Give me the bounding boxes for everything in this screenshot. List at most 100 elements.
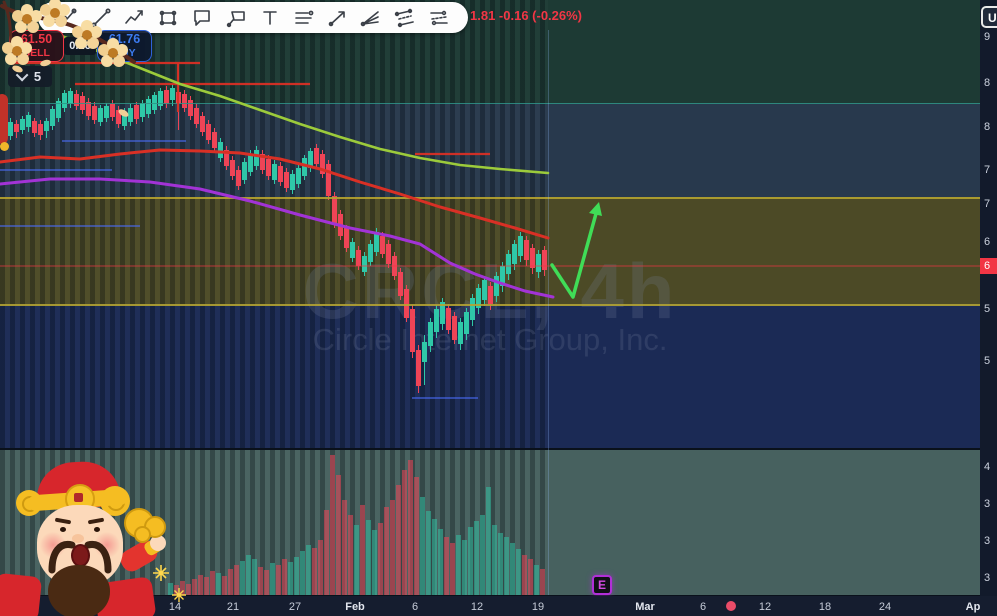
- volume-bar: [240, 561, 245, 595]
- comment-icon[interactable]: [190, 6, 214, 30]
- drawing-toolbar: [38, 2, 468, 33]
- volume-bar: [516, 549, 521, 595]
- time-axis-label: 24: [878, 601, 892, 613]
- fan-lines-icon[interactable]: [359, 6, 383, 30]
- volume-bar: [192, 579, 197, 595]
- volume-bar: [420, 497, 425, 595]
- volume-bar: [498, 533, 503, 595]
- volume-bar: [462, 540, 467, 595]
- candle-body: [32, 121, 37, 133]
- time-axis-label: 21: [226, 601, 240, 613]
- volume-bar: [336, 475, 341, 595]
- price-axis-label: 6: [984, 236, 991, 248]
- volume-bar: [408, 460, 413, 595]
- volume-bar: [348, 515, 353, 595]
- tassel-bead-icon: [0, 142, 9, 151]
- candle-body: [422, 342, 427, 362]
- brush-icon[interactable]: [55, 6, 79, 30]
- candle-body: [470, 298, 475, 320]
- volume-bar: [444, 537, 449, 595]
- volume-bar: [252, 559, 257, 595]
- volume-bar: [486, 487, 491, 595]
- price-zone: [0, 304, 980, 448]
- volume-bar: [288, 562, 293, 595]
- callout-icon[interactable]: [224, 6, 248, 30]
- volume-bar: [234, 565, 239, 595]
- volume-bar: [360, 505, 365, 595]
- volume-bar: [366, 520, 371, 595]
- candle-body: [20, 119, 25, 130]
- sell-price: 61.50: [20, 32, 53, 46]
- volume-bar: [414, 477, 419, 595]
- volume-bar: [396, 485, 401, 595]
- volume-bar: [198, 575, 203, 595]
- volume-bar: [474, 521, 479, 595]
- volume-axis-label: 3: [984, 535, 991, 547]
- parallel-channel-icon[interactable]: [393, 6, 417, 30]
- time-axis-label: 6: [411, 601, 419, 613]
- time-axis-label: 19: [531, 601, 545, 613]
- time-axis-label: 12: [470, 601, 484, 613]
- boundary-line: [0, 595, 980, 596]
- boundary-line: [0, 197, 980, 199]
- volume-bar: [246, 555, 251, 595]
- volume-bar: [480, 515, 485, 595]
- polyline-arrow-icon[interactable]: [123, 6, 147, 30]
- boundary-line: [0, 304, 980, 306]
- volume-bar: [384, 507, 389, 595]
- candle-body: [440, 302, 445, 324]
- volume-bar: [372, 530, 377, 595]
- earnings-marker[interactable]: E: [592, 575, 612, 595]
- time-axis-label: 12: [758, 601, 772, 613]
- price-axis-label: 5: [984, 303, 991, 315]
- price-axis-label: 7: [984, 164, 991, 176]
- buy-label: BUY: [113, 47, 136, 59]
- volume-bar: [204, 577, 209, 595]
- volume-bar: [492, 525, 497, 595]
- volume-bar: [258, 567, 263, 595]
- volume-bar: [276, 565, 281, 595]
- volume-axis-label: 3: [984, 498, 991, 510]
- volume-bar: [534, 565, 539, 595]
- candle-body: [404, 289, 409, 318]
- time-axis[interactable]: 14 21 27 Feb 6 12 19 Mar 6 12 18 24 Ap: [0, 596, 997, 616]
- interval-value: 5: [33, 69, 42, 84]
- volume-bar: [222, 576, 227, 595]
- volume-bar: [294, 557, 299, 595]
- volume-bar: [270, 563, 275, 595]
- horizontal-ray-icon[interactable]: [292, 6, 316, 30]
- price-axis-label: 8: [984, 121, 991, 133]
- buy-button[interactable]: 61.76 BUY: [97, 30, 152, 62]
- volume-bar: [378, 523, 383, 595]
- candle-body: [446, 308, 451, 330]
- currency-badge[interactable]: U: [981, 6, 997, 28]
- ticker-change-text: 1.81 -0.16 (-0.26%): [470, 8, 583, 23]
- text-icon[interactable]: [258, 6, 282, 30]
- volume-bar: [402, 470, 407, 595]
- volume-bar: [324, 510, 329, 595]
- volume-bar: [468, 527, 473, 595]
- candle-body: [416, 350, 421, 386]
- volume-bar: [456, 535, 461, 595]
- volume-bar: [216, 573, 221, 595]
- current-price-label: 6: [980, 258, 997, 274]
- arrow-marker-icon[interactable]: [326, 6, 350, 30]
- sell-button[interactable]: 61.50 SELL: [9, 30, 64, 62]
- time-axis-label: 27: [288, 601, 302, 613]
- volume-bar: [186, 584, 191, 595]
- candle-body: [26, 115, 31, 127]
- rectangle-icon[interactable]: [156, 6, 180, 30]
- spread-value: 0.26: [64, 37, 96, 55]
- price-axis[interactable]: 9 8 8 7 7 6 5 5 4 3 3 3 6: [980, 0, 997, 616]
- volume-bar: [282, 559, 287, 595]
- volume-bar: [210, 571, 215, 595]
- boundary-line: [0, 448, 980, 450]
- trendline-icon[interactable]: [89, 6, 113, 30]
- disjoint-channel-icon[interactable]: [427, 6, 451, 30]
- candle-body: [464, 312, 469, 334]
- volume-bar: [354, 525, 359, 595]
- volume-bar: [228, 569, 233, 595]
- candle-body: [410, 309, 415, 352]
